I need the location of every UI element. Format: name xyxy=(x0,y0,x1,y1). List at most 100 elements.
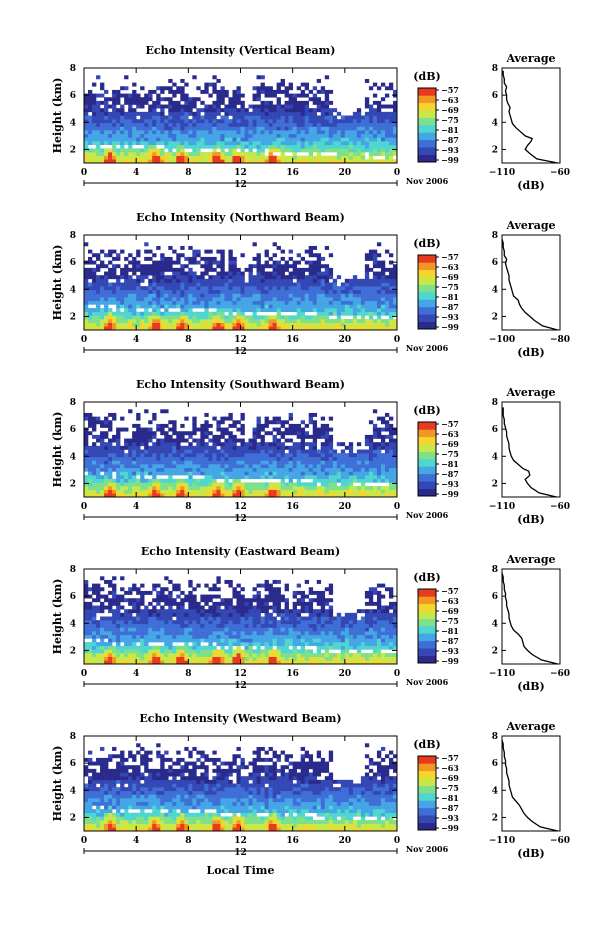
heatmap-cell xyxy=(364,278,370,283)
heatmap-cell xyxy=(116,627,121,632)
heatmap-cell xyxy=(200,122,205,127)
heatmap-cell xyxy=(112,594,117,599)
heatmap-cell xyxy=(96,453,101,458)
heatmap-cell xyxy=(236,308,241,313)
colorbar-tick-label: −75 xyxy=(441,282,459,292)
heatmap-cell xyxy=(204,638,209,643)
heatmap-cell xyxy=(148,489,153,494)
x-tick-label: 4 xyxy=(133,502,139,512)
heatmap-cell xyxy=(116,460,121,465)
heatmap-cell xyxy=(280,144,285,149)
heatmap-cell xyxy=(236,286,241,291)
heatmap-cell xyxy=(348,467,354,472)
heatmap-cell xyxy=(276,416,281,421)
heatmap-cell xyxy=(164,104,169,109)
heatmap-cell xyxy=(324,467,330,472)
heatmap-cell xyxy=(380,152,386,156)
heatmap-cell xyxy=(128,438,133,443)
heatmap-cell xyxy=(104,130,109,135)
heatmap-cell xyxy=(124,438,129,443)
heatmap-cell xyxy=(224,453,229,458)
heatmap-cell xyxy=(88,478,93,483)
heatmap-cell xyxy=(312,423,318,428)
heatmap-cell xyxy=(140,311,145,316)
heatmap-cell xyxy=(128,159,133,164)
heatmap-cell xyxy=(208,278,213,283)
heatmap-cell xyxy=(208,319,213,323)
heatmap-cell xyxy=(220,130,225,135)
heatmap-cell xyxy=(200,438,205,443)
heatmap-cell xyxy=(132,645,137,650)
heatmap-cell xyxy=(308,267,314,272)
heatmap-cell xyxy=(220,289,225,294)
heatmap-cell xyxy=(276,315,281,320)
heatmap-cell xyxy=(124,649,129,654)
heatmap-cell xyxy=(320,130,326,135)
heatmap-cell xyxy=(244,453,249,458)
heatmap-cell xyxy=(176,253,181,258)
heatmap-cell xyxy=(184,482,189,487)
heatmap-cell xyxy=(212,475,217,480)
heatmap-cell xyxy=(152,634,157,639)
heatmap-cell xyxy=(172,620,177,625)
heatmap-cell xyxy=(292,423,297,428)
heatmap-cell xyxy=(280,264,285,269)
heatmap-cell xyxy=(152,141,157,146)
heatmap-cell xyxy=(156,152,161,156)
heatmap-cell xyxy=(148,434,153,439)
heatmap-cell xyxy=(232,115,237,120)
heatmap-cell xyxy=(168,155,173,160)
heatmap-cell xyxy=(116,256,121,261)
heatmap-cell xyxy=(136,649,141,654)
heatmap-cell xyxy=(324,159,330,164)
heatmap-cell xyxy=(320,137,326,142)
heatmap-cell xyxy=(296,108,301,113)
heatmap-cell xyxy=(288,104,293,109)
heatmap-cell xyxy=(192,115,197,120)
heatmap-cell xyxy=(128,609,133,614)
heatmap-cell xyxy=(316,319,322,323)
heatmap-cell xyxy=(392,130,398,135)
heatmap-cell xyxy=(196,449,201,454)
heatmap-cell xyxy=(188,445,193,450)
heatmap-cell xyxy=(340,471,346,476)
heatmap-cell xyxy=(232,133,237,138)
heatmap-cell xyxy=(364,256,370,261)
heatmap-cell xyxy=(356,475,362,480)
heatmap-cell xyxy=(116,471,121,476)
heatmap-cell xyxy=(252,471,257,476)
heatmap-cell xyxy=(184,315,189,320)
heatmap-cell xyxy=(380,319,386,323)
heatmap-cell xyxy=(176,616,181,621)
heatmap-cell xyxy=(384,115,390,120)
heatmap-cell xyxy=(320,434,326,439)
heatmap-cell xyxy=(308,253,314,258)
heatmap-cell xyxy=(280,89,285,94)
heatmap-cell xyxy=(132,152,137,156)
heatmap-cell xyxy=(352,486,358,490)
heatmap-cell xyxy=(224,464,229,469)
heatmap-cell xyxy=(244,449,249,454)
heatmap-cell xyxy=(152,148,157,153)
colorbar-swatch xyxy=(418,88,436,96)
heatmap-cell xyxy=(88,319,93,323)
heatmap-cell xyxy=(144,115,149,120)
heatmap-cell xyxy=(104,264,109,269)
heatmap-cell xyxy=(168,449,173,454)
heatmap-cell xyxy=(136,159,141,164)
heatmap-cell xyxy=(328,493,334,498)
heatmap-cell xyxy=(280,322,285,327)
heatmap-cell xyxy=(184,486,189,490)
heatmap-cell xyxy=(304,456,310,461)
heatmap-cell xyxy=(352,471,358,476)
heatmap-cell xyxy=(348,278,354,283)
heatmap-cell xyxy=(164,137,169,142)
heatmap-cell xyxy=(100,315,105,320)
heatmap-cell xyxy=(372,137,378,142)
heatmap-cell xyxy=(160,253,165,258)
heatmap-cell xyxy=(156,660,161,665)
heatmap-cell xyxy=(200,278,205,283)
heatmap-cell xyxy=(380,133,386,138)
heatmap-cell xyxy=(376,493,382,498)
heatmap-cell xyxy=(188,271,193,276)
